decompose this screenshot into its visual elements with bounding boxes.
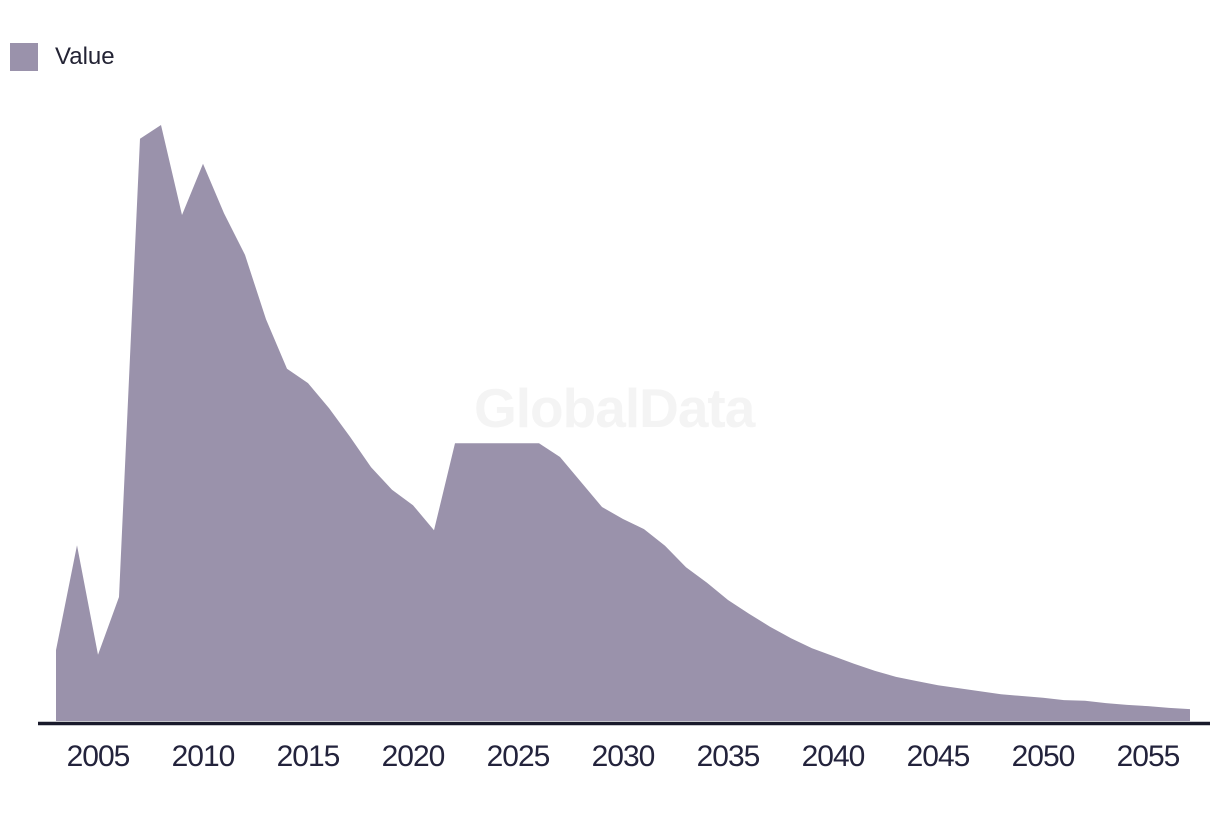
value-area-series[interactable] bbox=[56, 125, 1190, 721]
x-tick-label: 2055 bbox=[1117, 740, 1180, 773]
legend-item-value[interactable]: Value bbox=[10, 43, 115, 71]
x-tick-label: 2010 bbox=[172, 740, 235, 773]
x-tick-label: 2030 bbox=[592, 740, 655, 773]
x-tick-label: 2045 bbox=[907, 740, 970, 773]
legend-label: Value bbox=[55, 43, 115, 70]
x-tick-label: 2020 bbox=[382, 740, 445, 773]
x-tick-label: 2005 bbox=[67, 740, 130, 773]
legend-swatch bbox=[10, 43, 38, 71]
x-tick-label: 2035 bbox=[697, 740, 760, 773]
x-tick-label: 2025 bbox=[487, 740, 550, 773]
x-tick-label: 2040 bbox=[802, 740, 865, 773]
x-tick-label: 2015 bbox=[277, 740, 340, 773]
x-tick-label: 2050 bbox=[1012, 740, 1075, 773]
